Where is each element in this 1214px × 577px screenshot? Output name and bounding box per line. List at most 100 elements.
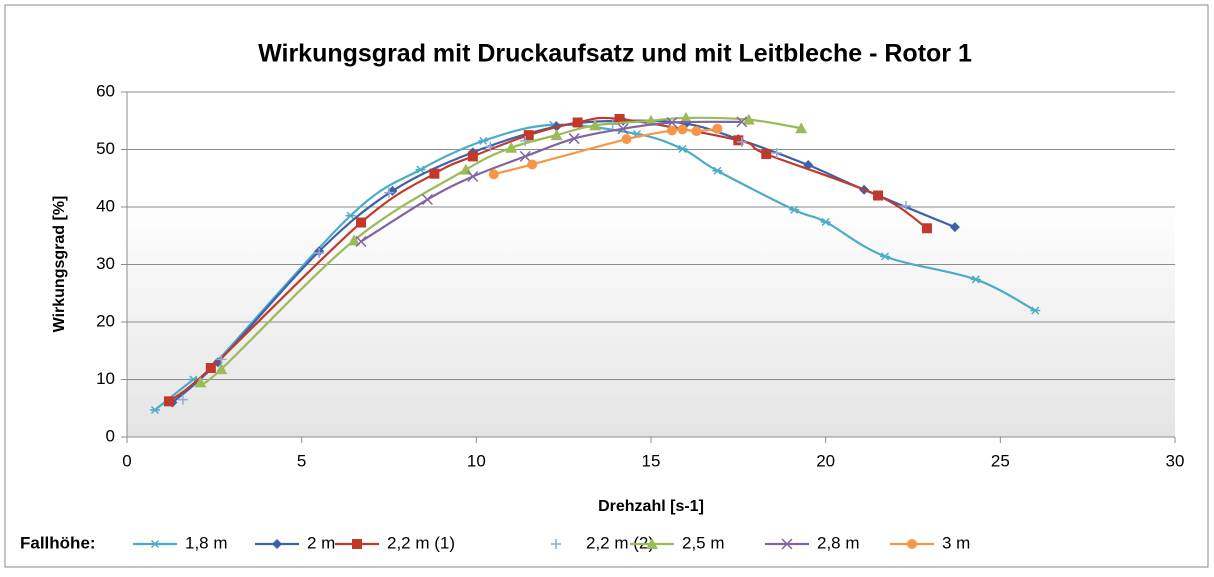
legend-item: 3 m [890, 533, 970, 552]
marker [467, 170, 479, 183]
marker [712, 123, 723, 134]
series-line [199, 116, 802, 385]
series-line [168, 116, 928, 403]
marker [527, 159, 538, 170]
marker [789, 205, 800, 214]
marker [205, 363, 216, 373]
marker [677, 144, 688, 153]
marker [194, 376, 207, 388]
marker [550, 129, 563, 141]
marker [149, 405, 160, 415]
marker [617, 123, 629, 135]
marker [421, 193, 433, 206]
marker [314, 248, 325, 258]
marker [467, 151, 478, 162]
y-axis-label: Wirkungsgrad [%] [51, 196, 68, 333]
x-tick-label: 0 [122, 451, 131, 470]
marker [356, 217, 367, 228]
marker [589, 119, 602, 131]
marker [733, 135, 744, 146]
legend-label: 2 m [307, 533, 335, 552]
marker [621, 134, 632, 145]
x-axis-label: Drehzahl [s-1] [598, 498, 704, 515]
marker [551, 539, 561, 549]
marker [429, 168, 440, 179]
legend-item: 2 m [255, 533, 335, 552]
legend-label: 2,2 m (1) [387, 533, 455, 552]
marker [820, 217, 831, 226]
marker [568, 133, 580, 145]
marker [873, 190, 884, 201]
marker [163, 396, 174, 407]
marker [352, 539, 362, 549]
legend-title: Fallhöhe: [20, 533, 96, 552]
y-tick-label: 0 [106, 426, 115, 445]
marker [1030, 306, 1041, 315]
marker [795, 122, 808, 134]
marker [345, 211, 356, 220]
y-tick-label: 40 [96, 196, 115, 215]
marker [970, 275, 981, 284]
y-tick-label: 30 [96, 254, 115, 273]
legend-item: 2,5 m [630, 533, 725, 552]
marker [880, 252, 891, 261]
y-tick-label: 10 [96, 369, 115, 388]
marker [771, 147, 782, 158]
legend-label: 2,5 m [682, 533, 725, 552]
legend-item: 2,2 m (1) [335, 533, 455, 552]
y-tick-label: 50 [96, 139, 115, 158]
marker [572, 117, 583, 128]
legend-item: 1,8 m [133, 533, 228, 552]
legend-label: 3 m [942, 533, 970, 552]
x-tick-label: 25 [991, 451, 1010, 470]
x-tick-label: 30 [1166, 451, 1185, 470]
marker [215, 363, 228, 375]
marker [488, 169, 499, 180]
marker [921, 223, 932, 234]
marker [742, 113, 755, 125]
marker [387, 185, 398, 196]
x-tick-label: 5 [297, 451, 306, 470]
marker [519, 150, 531, 162]
legend-label: 2,8 m [817, 533, 860, 552]
marker [348, 234, 361, 246]
marker [679, 111, 692, 123]
marker [505, 141, 518, 153]
marker [355, 235, 367, 248]
marker [177, 394, 188, 405]
x-tick-label: 20 [816, 451, 835, 470]
marker [614, 114, 625, 125]
marker [216, 354, 227, 365]
marker [691, 126, 702, 137]
legend-item: 2,8 m [765, 533, 860, 552]
marker [150, 539, 160, 549]
marker [907, 539, 917, 549]
marker [761, 149, 772, 160]
marker [646, 538, 658, 549]
marker [523, 130, 534, 141]
marker [645, 114, 657, 126]
marker [384, 187, 394, 198]
y-tick-label: 60 [96, 81, 115, 100]
marker [736, 116, 748, 128]
marker [736, 137, 747, 148]
marker [478, 136, 489, 145]
legend-label: 2,2 m (2) [586, 533, 654, 552]
marker [712, 166, 723, 175]
marker [272, 539, 282, 549]
marker [415, 165, 426, 174]
chart-title: Wirkungsgrad mit Druckaufsatz und mit Le… [258, 40, 972, 68]
x-tick-label: 15 [642, 451, 661, 470]
marker [781, 538, 793, 550]
marker [666, 116, 678, 129]
marker [949, 222, 960, 233]
y-tick-label: 20 [96, 311, 115, 330]
marker [666, 125, 677, 136]
marker [901, 200, 912, 211]
legend-item: 2,2 m (2) [551, 533, 654, 552]
marker [677, 124, 688, 135]
x-tick-label: 10 [467, 451, 486, 470]
marker [485, 141, 496, 152]
